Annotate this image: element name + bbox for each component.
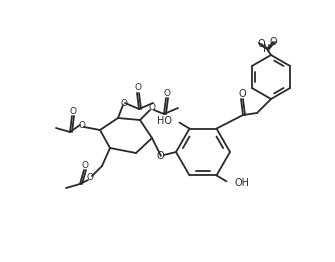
- Text: O: O: [148, 103, 155, 112]
- Text: O: O: [81, 161, 88, 170]
- Text: HO: HO: [156, 116, 172, 125]
- Text: OH: OH: [234, 178, 250, 188]
- Text: O: O: [257, 39, 265, 49]
- Text: O: O: [121, 99, 128, 107]
- Text: O: O: [238, 89, 246, 99]
- Text: O: O: [69, 106, 76, 116]
- Text: O: O: [134, 84, 141, 92]
- Text: N: N: [263, 44, 271, 54]
- Text: O: O: [269, 37, 277, 47]
- Text: O: O: [78, 121, 85, 129]
- Text: O: O: [156, 151, 164, 161]
- Text: O: O: [163, 89, 171, 97]
- Text: O: O: [86, 173, 93, 183]
